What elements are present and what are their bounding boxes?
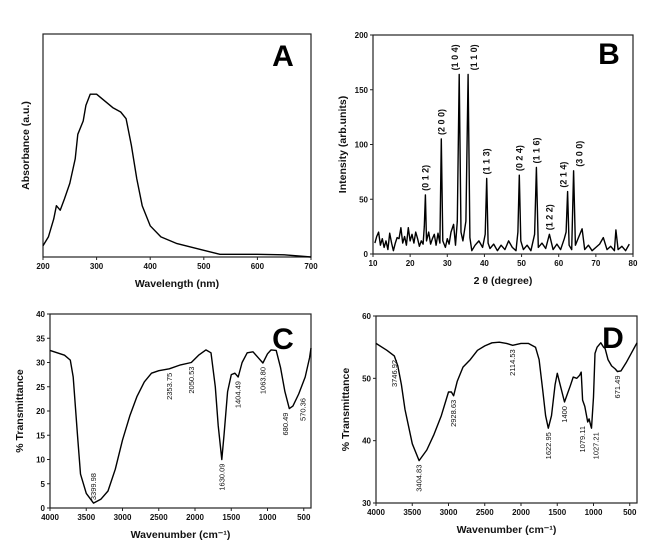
peak-annotation: 2050.53	[187, 367, 196, 394]
panel-d: 4000 3500 3000 2500 2000 1500 1000 500 30 40 50 60 W…	[340, 312, 638, 536]
y-tick-label: 0	[41, 504, 46, 513]
y-tick-label: 40	[362, 437, 371, 446]
hkl-label: (1 0 4)	[450, 44, 460, 70]
plot-frame	[375, 315, 638, 504]
peak-annotation: 1079.11	[578, 426, 587, 453]
peak-annotation: 1630.09	[217, 464, 226, 491]
peak-annotation: 1404.49	[234, 381, 243, 408]
x-tick-label: 400	[144, 262, 158, 271]
x-tick-label: 500	[623, 508, 637, 517]
x-axis-title: Wavenumber (cm⁻¹)	[131, 529, 231, 541]
x-tick-label: 2500	[150, 513, 168, 522]
peak-annotation: 3746.92	[390, 360, 399, 387]
x-tick-label: 30	[443, 259, 452, 268]
x-tick-label: 500	[197, 262, 211, 271]
panel-label: A	[272, 40, 294, 73]
hkl-label: (2 0 0)	[436, 109, 446, 135]
y-tick-label: 30	[36, 359, 45, 368]
hkl-label: (0 1 2)	[420, 165, 430, 191]
x-tick-label: 20	[406, 259, 415, 268]
y-tick-label: 25	[36, 383, 45, 392]
x-tick-label: 1000	[259, 513, 277, 522]
panel-c: 4000 3500 3000 2500 2000 1500 1000 500 0 5 10 15 20 2…	[14, 310, 312, 541]
x-tick-label: 300	[90, 262, 104, 271]
series-line	[49, 347, 312, 504]
plot-frame	[372, 34, 634, 255]
peak-annotation: 1027.21	[592, 432, 601, 459]
peak-annotation: 1622.95	[544, 432, 553, 459]
x-tick-label: 3500	[77, 513, 95, 522]
y-tick-label: 35	[36, 334, 45, 343]
y-axis-title: Absorbance (a.u.)	[20, 101, 32, 190]
y-tick-label: 5	[41, 480, 46, 489]
hkl-label: (2 1 4)	[559, 162, 569, 188]
series-line	[375, 341, 638, 462]
panel-label: B	[598, 38, 620, 71]
series-line	[374, 73, 630, 252]
y-axis-title: Intensity (arb.units)	[337, 96, 349, 193]
x-tick-label: 600	[251, 262, 265, 271]
peak-annotation: 570.36	[299, 398, 308, 421]
y-tick-label: 0	[364, 250, 369, 259]
hkl-label: (1 1 0)	[469, 44, 479, 70]
y-tick-label: 30	[362, 499, 371, 508]
y-axis-title: % Transmittance	[14, 369, 26, 453]
x-tick-label: 2500	[476, 508, 494, 517]
y-tick-label: 100	[355, 141, 369, 150]
y-tick-label: 15	[36, 431, 45, 440]
series-line	[42, 93, 312, 258]
x-tick-label: 3000	[440, 508, 458, 517]
panel-b: 10 20 30 40 50 60 70 80 0 50 100 150 200 2 θ (degree)…	[337, 31, 638, 287]
y-axis-title: % Transmittance	[340, 368, 352, 452]
x-tick-label: 1500	[548, 508, 566, 517]
x-tick-label: 60	[554, 259, 563, 268]
x-tick-label: 200	[36, 262, 50, 271]
x-tick-label: 2000	[512, 508, 530, 517]
y-tick-label: 50	[362, 374, 371, 383]
x-tick-label: 40	[480, 259, 489, 268]
x-tick-label: 50	[517, 259, 526, 268]
y-tick-label: 150	[355, 86, 369, 95]
hkl-label: (3 0 0)	[575, 141, 585, 167]
x-tick-label: 3000	[114, 513, 132, 522]
panel-label: C	[272, 323, 294, 356]
y-tick-label: 10	[36, 456, 45, 465]
x-tick-label: 700	[304, 262, 318, 271]
y-tick-label: 20	[36, 407, 45, 416]
hkl-label: (1 2 2)	[544, 204, 554, 230]
x-axis-title: Wavelength (nm)	[135, 278, 219, 290]
x-axis-title: Wavenumber (cm⁻¹)	[457, 524, 557, 536]
peak-annotation: 1063.80	[258, 367, 267, 394]
x-tick-label: 500	[297, 513, 311, 522]
peak-annotation: 2928.63	[449, 400, 458, 427]
peak-annotation: 3399.98	[89, 473, 98, 500]
x-tick-label: 3500	[403, 508, 421, 517]
hkl-label: (1 1 6)	[531, 137, 541, 163]
x-tick-label: 2000	[186, 513, 204, 522]
hkl-label: (0 2 4)	[514, 145, 524, 171]
panel-label: D	[602, 322, 624, 355]
peak-annotation: 680.49	[281, 413, 290, 436]
peak-annotation: 3404.83	[415, 465, 424, 492]
peak-annotation: 1400	[560, 406, 569, 423]
x-tick-label: 70	[591, 259, 600, 268]
x-tick-label: 4000	[367, 508, 385, 517]
x-tick-label: 4000	[41, 513, 59, 522]
x-tick-label: 10	[369, 259, 378, 268]
y-tick-label: 50	[359, 195, 368, 204]
plot-frame	[42, 33, 312, 258]
x-tick-label: 1000	[585, 508, 603, 517]
peak-annotation: 2353.75	[165, 373, 174, 400]
x-tick-label: 1500	[222, 513, 240, 522]
x-axis-title: 2 θ (degree)	[474, 275, 533, 287]
hkl-label: (1 1 3)	[482, 148, 492, 174]
x-tick-label: 80	[629, 259, 638, 268]
y-tick-label: 40	[36, 310, 45, 319]
y-tick-label: 60	[362, 312, 371, 321]
y-tick-label: 200	[355, 31, 369, 40]
peak-annotation: 671.49	[613, 375, 622, 398]
peak-annotation: 2114.53	[508, 349, 517, 376]
panel-a: 200 300 400 500 600 700 Wavelength (nm) Absorba…	[20, 33, 318, 290]
